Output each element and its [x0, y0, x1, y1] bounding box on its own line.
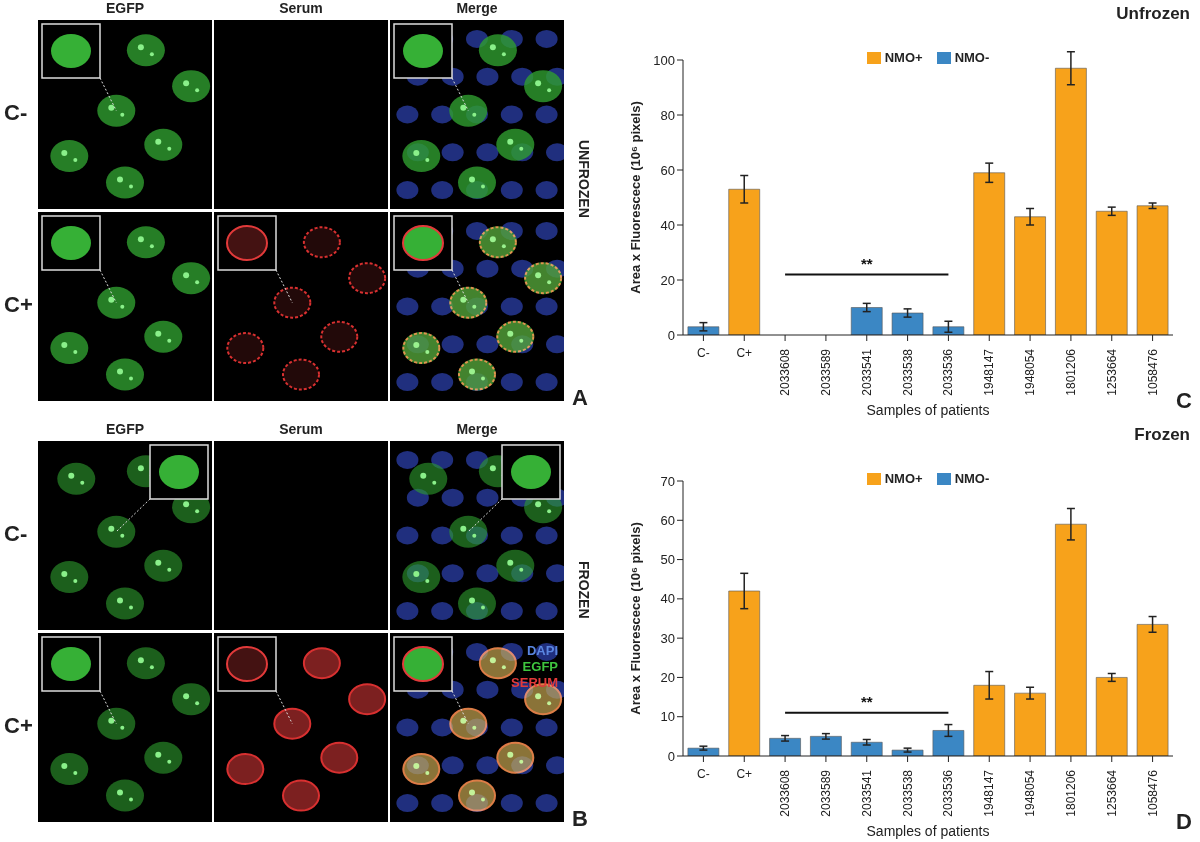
html-text:C+: C+ [4, 713, 33, 738]
svg-text:DAPI: DAPI [527, 643, 558, 658]
svg-text:10: 10 [661, 709, 675, 724]
svg-text:2033538: 2033538 [901, 770, 915, 817]
html-text:Serum: Serum [279, 421, 323, 437]
svg-text:0: 0 [668, 328, 675, 343]
svg-text:70: 70 [661, 474, 675, 489]
html-text:Merge: Merge [456, 421, 498, 437]
svg-text:60: 60 [661, 163, 675, 178]
html-text:C-: C- [4, 521, 28, 546]
svg-text:2033538: 2033538 [901, 349, 915, 396]
svg-text:20: 20 [661, 670, 675, 685]
svg-text:1058476: 1058476 [1146, 349, 1160, 396]
svg-text:2033536: 2033536 [941, 349, 955, 396]
svg-text:100: 100 [653, 53, 675, 68]
svg-text:60: 60 [661, 513, 675, 528]
svg-text:2033608: 2033608 [778, 770, 792, 817]
svg-text:2033589: 2033589 [819, 349, 833, 396]
html-text:Merge: Merge [456, 0, 498, 16]
html-text:C-: C- [4, 100, 28, 125]
html-text:EGFP: EGFP [105, 421, 145, 437]
html-text:B: B [572, 806, 588, 831]
svg-text:1253664: 1253664 [1105, 770, 1119, 817]
svg-text:2033608: 2033608 [778, 349, 792, 396]
svg-text:40: 40 [661, 218, 675, 233]
svg-text:C-: C- [697, 346, 710, 360]
svg-text:1058476: 1058476 [1146, 770, 1160, 817]
svg-text:2033536: 2033536 [941, 770, 955, 817]
html-text:C+: C+ [4, 292, 33, 317]
svg-text:30: 30 [661, 631, 675, 646]
html-text:NMO+: NMO+ [884, 471, 923, 486]
svg-text:C-: C- [697, 767, 710, 781]
svg-text:2033589: 2033589 [819, 770, 833, 817]
html-text:NMO+: NMO+ [884, 50, 923, 65]
html-text:FROZEN: FROZEN [576, 561, 592, 619]
svg-text:1253664: 1253664 [1105, 349, 1119, 396]
svg-text:0: 0 [668, 749, 675, 764]
svg-text:Samples of patients: Samples of patients [867, 823, 990, 839]
svg-text:SERUM: SERUM [511, 675, 558, 690]
svg-text:1948054: 1948054 [1023, 349, 1037, 396]
svg-text:40: 40 [661, 591, 675, 606]
html-text:UNFROZEN: UNFROZEN [576, 140, 592, 218]
svg-text:Area x Fluorescece (10⁶ pixels: Area x Fluorescece (10⁶ pixels) [628, 522, 643, 714]
svg-text:2033541: 2033541 [860, 770, 874, 817]
svg-text:80: 80 [661, 108, 675, 123]
svg-text:Area x Fluorescece (10⁶ pixels: Area x Fluorescece (10⁶ pixels) [628, 101, 643, 293]
svg-text:1948147: 1948147 [982, 770, 996, 817]
svg-text:2033541: 2033541 [860, 349, 874, 396]
html-text:D: D [1176, 809, 1192, 834]
svg-text:Samples of patients: Samples of patients [867, 402, 990, 418]
svg-text:1948054: 1948054 [1023, 770, 1037, 817]
html-text:A: A [572, 385, 588, 410]
svg-text:**: ** [861, 693, 873, 710]
html-text:C: C [1176, 388, 1192, 413]
svg-text:EGFP: EGFP [523, 659, 559, 674]
svg-text:1948147: 1948147 [982, 349, 996, 396]
html-text:NMO-: NMO- [954, 471, 990, 486]
svg-text:C+: C+ [736, 346, 752, 360]
html-text:NMO-: NMO- [954, 50, 990, 65]
svg-text:**: ** [861, 255, 873, 272]
html-text:Frozen: Frozen [1134, 425, 1190, 444]
html-text:Unfrozen: Unfrozen [1116, 4, 1190, 23]
html-text:EGFP: EGFP [105, 0, 145, 16]
svg-text:C+: C+ [736, 767, 752, 781]
svg-text:1801206: 1801206 [1064, 349, 1078, 396]
svg-text:1801206: 1801206 [1064, 770, 1078, 817]
svg-text:20: 20 [661, 273, 675, 288]
html-text:Serum: Serum [279, 0, 323, 16]
svg-text:50: 50 [661, 552, 675, 567]
